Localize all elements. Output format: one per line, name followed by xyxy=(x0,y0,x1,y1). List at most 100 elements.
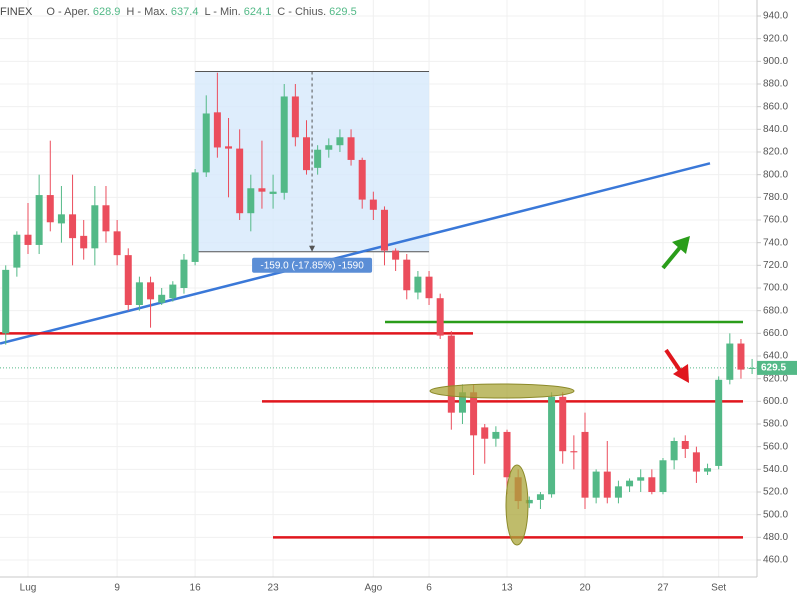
y-tick-label: 580.0 xyxy=(763,419,788,430)
candle-body xyxy=(169,284,177,299)
time-axis-bg xyxy=(0,577,800,600)
candle-body xyxy=(314,149,322,168)
ohlc-value: 628.9 xyxy=(93,6,121,18)
candle-body xyxy=(147,282,155,300)
candle-body xyxy=(692,452,700,472)
candle-body xyxy=(726,343,734,380)
candle-body xyxy=(80,235,88,249)
candle-body xyxy=(369,199,377,210)
candle-body xyxy=(704,468,712,472)
candle-body xyxy=(559,396,567,452)
ohlc-label: O - Aper. xyxy=(46,6,89,18)
candle-body xyxy=(247,188,255,214)
y-tick-label: 640.0 xyxy=(763,351,788,362)
y-tick-label: 680.0 xyxy=(763,305,788,316)
ohlc-value: 637.4 xyxy=(171,6,199,18)
trendline xyxy=(0,162,711,345)
last-price-tag xyxy=(757,360,797,375)
candle-body xyxy=(603,471,611,498)
candle-body xyxy=(548,396,556,495)
candle-body xyxy=(481,427,489,439)
candle-body xyxy=(458,392,466,413)
candle-body xyxy=(269,191,277,194)
y-tick-label: 620.0 xyxy=(763,373,788,384)
candle-body xyxy=(380,209,388,251)
candle-body xyxy=(46,195,54,223)
candle-body xyxy=(124,255,132,305)
candle-body xyxy=(536,494,544,500)
candle-body xyxy=(325,145,333,150)
candle-body xyxy=(69,214,77,239)
y-tick-label: 740.0 xyxy=(763,237,788,248)
candle-body xyxy=(470,392,478,436)
measure-label: -159.0 (-17.85%) -1590 xyxy=(260,260,364,271)
up-arrow-head xyxy=(672,236,690,254)
candle-body xyxy=(24,234,32,245)
candle-body xyxy=(748,367,756,369)
x-tick-label: 23 xyxy=(268,583,280,594)
ohlc-label: C - Chius. xyxy=(277,6,326,18)
candle-body xyxy=(291,96,299,138)
y-tick-label: 940.0 xyxy=(763,11,788,22)
y-tick-label: 540.0 xyxy=(763,464,788,475)
candle-body xyxy=(503,431,511,478)
candle-body xyxy=(592,471,600,498)
candle-body xyxy=(202,113,210,173)
candle-body xyxy=(2,269,10,334)
candle-body xyxy=(670,441,678,461)
y-tick-label: 920.0 xyxy=(763,33,788,44)
ohlc-value: 624.1 xyxy=(244,6,272,18)
candle-body xyxy=(626,480,634,487)
candle-body xyxy=(414,276,422,293)
annotations xyxy=(429,236,690,546)
candle-body xyxy=(447,335,455,413)
candle-body xyxy=(681,441,689,449)
down-arrow xyxy=(664,348,683,374)
highlight-ellipse xyxy=(429,383,575,399)
y-tick-label: 560.0 xyxy=(763,441,788,452)
candle-body xyxy=(13,234,21,268)
candle-body xyxy=(280,96,288,193)
y-tick-label: 840.0 xyxy=(763,124,788,135)
x-tick-label: 13 xyxy=(501,583,513,594)
drawings xyxy=(0,71,757,539)
candle-body xyxy=(213,112,221,148)
candle-body xyxy=(637,477,645,481)
candle-body xyxy=(614,486,622,498)
x-tick-label: Lug xyxy=(20,583,37,594)
candle-body xyxy=(492,431,500,439)
candle-body xyxy=(715,379,723,466)
measure-arrow-head xyxy=(309,245,316,252)
y-tick-label: 800.0 xyxy=(763,169,788,180)
y-tick-label: 900.0 xyxy=(763,56,788,67)
x-tick-label: Set xyxy=(711,583,726,594)
up-arrow xyxy=(661,243,684,270)
candle-body xyxy=(35,195,43,245)
candle-body xyxy=(303,137,310,171)
y-tick-label: 460.0 xyxy=(763,555,788,566)
candle-body xyxy=(737,343,745,370)
ohlc-label: L - Min. xyxy=(204,6,240,18)
candle-body xyxy=(659,460,667,492)
down-arrow-head xyxy=(673,364,689,383)
y-tick-label: 820.0 xyxy=(763,147,788,158)
candles xyxy=(2,72,756,509)
candle-body xyxy=(403,259,411,291)
candle-body xyxy=(180,259,188,288)
candle-body xyxy=(236,148,244,214)
x-tick-label: Ago xyxy=(364,583,382,594)
x-tick-label: 16 xyxy=(190,583,202,594)
candle-body xyxy=(336,137,344,146)
ohlc-value: 629.5 xyxy=(329,6,357,18)
candle-body xyxy=(436,298,444,336)
candle-body xyxy=(347,137,355,160)
candle-body xyxy=(135,282,143,305)
candle-body xyxy=(102,205,110,232)
candle-body xyxy=(425,276,433,299)
candle-body xyxy=(525,499,533,504)
candle-body xyxy=(57,214,65,224)
candle-body xyxy=(113,231,121,256)
y-tick-label: 500.0 xyxy=(763,509,788,520)
exchange: FINEX xyxy=(0,6,33,18)
